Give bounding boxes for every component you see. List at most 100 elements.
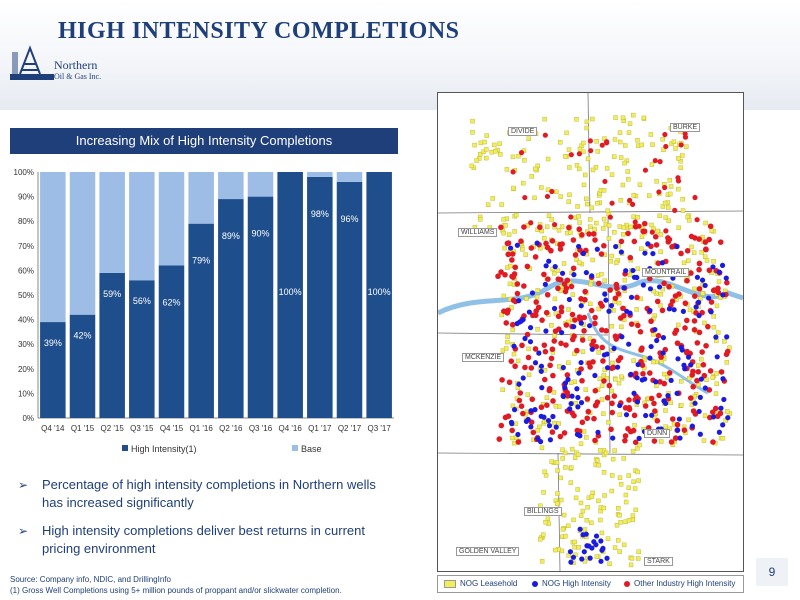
other-industry-well — [657, 159, 663, 165]
leasehold-tract — [555, 468, 560, 473]
other-industry-well — [703, 246, 709, 253]
nog-high-intensity-well — [695, 299, 702, 305]
county-label-mckenzie: MCKENZIE — [462, 353, 505, 362]
leasehold-tract — [599, 383, 605, 388]
other-industry-well — [717, 239, 724, 245]
x-tick-label: Q1 '15 — [71, 424, 95, 433]
nog-high-intensity-well — [539, 385, 545, 391]
leasehold-tract — [619, 374, 624, 379]
leasehold-tract — [501, 217, 506, 222]
leasehold-tract — [549, 217, 554, 222]
other-industry-well — [622, 433, 629, 439]
other-industry-well — [666, 370, 673, 376]
leasehold-tract — [609, 488, 614, 494]
bar-high-intensity — [277, 172, 303, 418]
nog-high-intensity-well — [679, 347, 685, 353]
nog-high-intensity-well — [569, 393, 575, 399]
leasehold-tract — [602, 493, 607, 498]
nog-high-intensity-well — [571, 324, 577, 330]
leasehold-tract — [568, 380, 574, 385]
leasehold-tract — [522, 158, 527, 163]
leasehold-tract — [544, 395, 550, 400]
leasehold-tract — [709, 228, 714, 233]
y-tick-label: 60% — [18, 266, 34, 275]
nog-high-intensity-well — [574, 431, 581, 438]
bullet-list: ➢ Percentage of high intensity completio… — [18, 476, 398, 568]
nog-high-intensity-well — [527, 339, 534, 345]
leasehold-tract — [481, 149, 486, 154]
leasehold-tract — [572, 544, 577, 550]
nog-high-intensity-well — [602, 291, 608, 297]
nog-high-intensity-well — [675, 427, 681, 433]
leasehold-tract — [545, 516, 551, 521]
leasehold-tract — [542, 469, 547, 475]
leasehold-tract — [567, 192, 572, 198]
nog-high-intensity-well — [508, 419, 515, 425]
leasehold-tract — [577, 146, 583, 152]
other-industry-well — [578, 296, 584, 302]
leasehold-tract — [470, 130, 475, 135]
nog-high-intensity-well — [595, 429, 601, 435]
leasehold-tract — [510, 327, 515, 333]
page-number: 9 — [756, 558, 788, 586]
other-industry-well — [674, 421, 681, 428]
other-industry-well — [541, 342, 548, 348]
other-industry-well — [529, 396, 536, 403]
leasehold-tract — [578, 441, 584, 446]
leasehold-tract — [617, 475, 623, 480]
other-industry-well — [661, 280, 667, 287]
leasehold-tract — [622, 277, 628, 283]
leasehold-tract — [630, 448, 636, 454]
other-industry-well — [646, 275, 653, 282]
nog-high-intensity-well — [639, 377, 645, 383]
other-industry-well — [569, 336, 576, 343]
nog-high-intensity-well — [716, 269, 722, 275]
leasehold-tract — [630, 513, 636, 518]
nog-high-intensity-well — [522, 335, 528, 342]
leasehold-tract — [624, 222, 629, 228]
other-industry-well — [593, 343, 600, 350]
other-industry-well — [696, 260, 703, 267]
leasehold-tract — [510, 435, 515, 441]
other-industry-well — [615, 291, 622, 297]
other-industry-well — [640, 370, 646, 377]
leasehold-tract — [684, 144, 689, 149]
leasehold-tract — [571, 517, 576, 523]
leasehold-tract — [630, 112, 636, 118]
nog-high-intensity-well — [654, 337, 660, 344]
other-industry-well — [542, 132, 548, 138]
other-industry-well — [683, 317, 690, 324]
leasehold-tract — [637, 442, 642, 448]
leasehold-tract — [659, 359, 664, 364]
leasehold-tract — [603, 450, 609, 456]
leasehold-tract — [632, 486, 638, 491]
other-industry-well — [576, 226, 583, 233]
nog-high-intensity-well — [541, 414, 547, 420]
other-industry-well — [508, 358, 515, 364]
leasehold-tract — [612, 154, 617, 159]
other-industry-well — [621, 312, 627, 319]
other-industry-well — [625, 425, 631, 432]
leasehold-tract — [534, 294, 540, 300]
leasehold-tract — [580, 349, 586, 354]
bullet-text: High intensity completions deliver best … — [42, 523, 365, 556]
bar-base — [158, 172, 185, 266]
nog-high-intensity-well — [511, 343, 517, 349]
leasehold-tract — [600, 226, 606, 231]
nog-high-intensity-well — [708, 309, 714, 315]
leasehold-tract — [523, 252, 528, 257]
nog-high-intensity-well — [702, 385, 708, 391]
other-industry-well — [592, 237, 598, 243]
nog-high-intensity-well — [526, 309, 532, 315]
bar-base — [247, 172, 274, 197]
leasehold-tract — [595, 149, 601, 154]
nog-high-intensity-well — [648, 343, 654, 350]
leasehold-tract — [575, 204, 580, 209]
leasehold-tract — [575, 452, 581, 458]
data-label: 59% — [103, 289, 121, 299]
leasehold-tract — [627, 272, 633, 278]
leasehold-tract — [618, 520, 623, 525]
leasehold-tract — [533, 166, 538, 172]
leasehold-tract — [497, 152, 503, 157]
leasehold-tract — [605, 536, 611, 541]
